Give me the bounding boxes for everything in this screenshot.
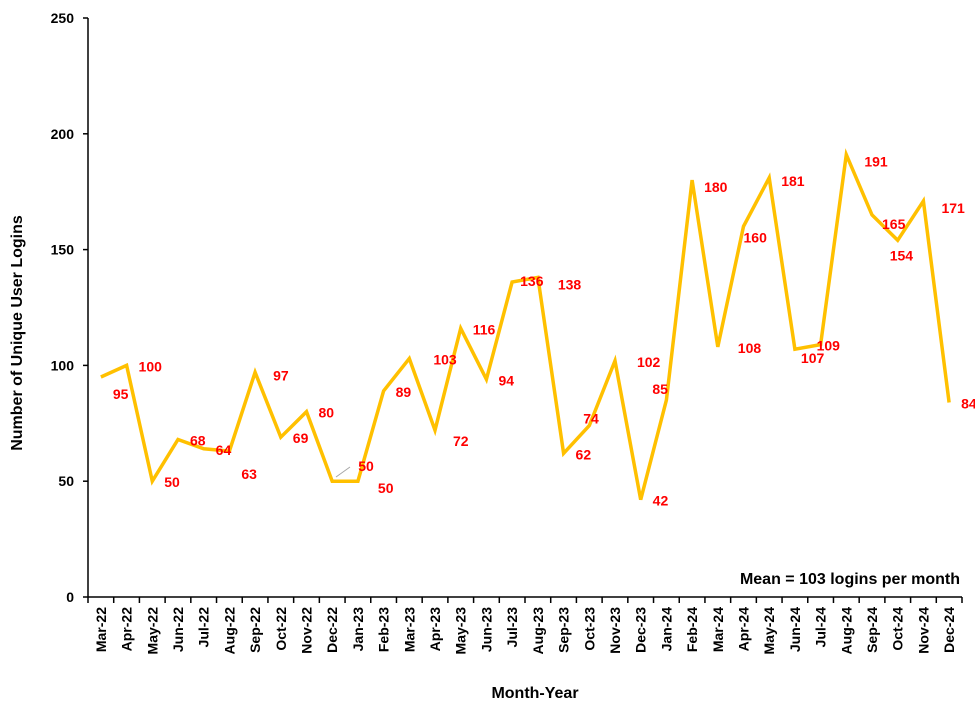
y-tick-label: 250	[51, 10, 75, 26]
series-line	[100, 148, 951, 501]
data-label: 64	[216, 442, 232, 458]
data-label: 102	[637, 354, 661, 370]
x-tick-label: Jan-23	[350, 607, 366, 652]
x-tick-label: Jul-23	[504, 607, 520, 648]
y-tick-label: 50	[58, 473, 74, 489]
x-tick-label: Mar-22	[93, 607, 109, 652]
data-label: 103	[433, 351, 457, 367]
data-label: 180	[704, 179, 728, 195]
x-tick-label: May-23	[453, 607, 469, 655]
data-label: 97	[273, 367, 289, 383]
data-label: 68	[190, 433, 206, 449]
x-tick-label: Apr-24	[736, 607, 752, 652]
x-tick-label: Aug-24	[838, 607, 854, 655]
x-tick-label: May-24	[761, 607, 777, 655]
x-tick-label: Nov-24	[915, 607, 931, 654]
data-label: 160	[744, 229, 768, 245]
x-tick-label: Aug-23	[530, 607, 546, 655]
x-tick-label: Oct-22	[273, 607, 289, 651]
data-label: 50	[378, 480, 394, 496]
y-axis: 0 50 100 150 200 250	[51, 10, 89, 605]
x-tick-label: May-22	[144, 607, 160, 655]
x-tick-label: Aug-22	[221, 607, 237, 655]
y-axis-title: Number of Unique User Logins	[9, 215, 26, 451]
y-tick-label: 200	[51, 126, 75, 142]
data-label: 62	[576, 446, 592, 462]
data-label: 100	[139, 358, 163, 374]
data-label: 89	[396, 384, 412, 400]
x-tick-label: Feb-24	[684, 607, 700, 652]
x-tick-label: Jul-24	[813, 607, 829, 648]
x-tick-label: Dec-23	[633, 607, 649, 653]
x-tick-label: Sep-24	[864, 607, 880, 653]
data-label: 181	[781, 173, 805, 189]
data-label: 165	[882, 216, 906, 232]
y-tick-label: 100	[51, 357, 75, 373]
data-label: 138	[558, 276, 582, 292]
data-label: 107	[801, 350, 825, 366]
x-tick-label: Nov-23	[607, 607, 623, 654]
x-tick-label: Feb-23	[376, 607, 392, 652]
x-tick-label: Jan-24	[658, 607, 674, 652]
x-tick-label: Oct-23	[581, 607, 597, 651]
x-tick-label: Jun-24	[787, 607, 803, 652]
leader-line	[335, 466, 351, 478]
data-label: 95	[113, 386, 129, 402]
data-label: 94	[498, 372, 514, 388]
y-tick-label: 0	[66, 589, 74, 605]
data-label: 171	[941, 200, 965, 216]
data-label: 69	[293, 430, 309, 446]
data-label: 154	[890, 247, 914, 263]
x-tick-label: Apr-22	[119, 607, 135, 652]
x-tick-label: Dec-24	[941, 607, 957, 653]
data-label: 63	[241, 466, 257, 482]
x-tick-label: Mar-23	[401, 607, 417, 652]
data-label: 72	[453, 433, 469, 449]
x-tick-label: Jun-23	[478, 607, 494, 652]
data-label: 50	[164, 474, 180, 490]
data-label: 116	[473, 321, 496, 337]
x-tick-label: Jun-22	[170, 607, 186, 652]
x-tick-label: Dec-22	[324, 607, 340, 653]
x-axis-title: Month-Year	[491, 685, 578, 702]
data-label: 84	[961, 395, 975, 411]
x-tick-label: Oct-24	[890, 607, 906, 651]
data-label: 74	[583, 411, 599, 427]
x-tick-label: Apr-23	[427, 607, 443, 652]
x-axis: Mar-22 Apr-22 May-22 Jun-22 Jul-22 Aug-22 Sep-…	[87, 596, 963, 655]
x-tick-label: Nov-22	[299, 607, 315, 654]
data-label: 42	[653, 493, 669, 509]
mean-annotation: Mean = 103 logins per month	[740, 571, 960, 588]
x-tick-label: Jul-22	[196, 607, 212, 648]
y-tick-label: 150	[51, 242, 75, 258]
x-tick-label: Sep-23	[556, 607, 572, 653]
data-label: 108	[738, 340, 762, 356]
data-label: 136	[520, 273, 544, 289]
data-label: 85	[652, 381, 668, 397]
data-label: 191	[864, 154, 888, 170]
data-label: 109	[817, 338, 841, 354]
x-tick-label: Sep-22	[247, 607, 263, 653]
data-label: 50	[358, 458, 374, 474]
x-tick-label: Mar-24	[710, 607, 726, 652]
data-label: 80	[319, 405, 335, 421]
